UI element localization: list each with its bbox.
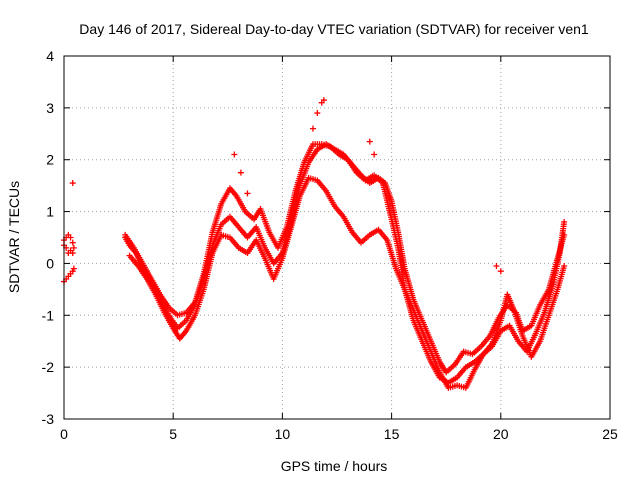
y-tick-label: -3 xyxy=(42,411,55,427)
x-tick-label: 5 xyxy=(169,426,177,442)
axis-ticks: 0 5 10 15 20 25 -3 -2 -1 0 1 2 3 4 xyxy=(42,48,618,442)
x-tick-label: 10 xyxy=(275,426,291,442)
x-tick-label: 25 xyxy=(602,426,618,442)
data-point xyxy=(493,263,500,270)
x-tick-label: 15 xyxy=(384,426,400,442)
plot-frame xyxy=(63,55,611,420)
data-point xyxy=(69,239,76,246)
y-tick-label: -2 xyxy=(42,359,55,375)
x-tick-label: 0 xyxy=(60,426,68,442)
data-point xyxy=(561,263,568,270)
data-point xyxy=(69,250,76,257)
chart-title: Day 146 of 2017, Sidereal Day-to-day VTE… xyxy=(79,21,589,37)
y-tick-label: 1 xyxy=(46,204,54,220)
x-axis-label: GPS time / hours xyxy=(281,458,388,474)
y-tick-label: -1 xyxy=(42,307,55,323)
data-points xyxy=(61,97,568,391)
y-tick-label: 4 xyxy=(46,48,54,64)
data-point xyxy=(561,218,568,225)
y-tick-label: 2 xyxy=(46,152,54,168)
data-point xyxy=(231,151,238,158)
data-point xyxy=(371,151,378,158)
data-point xyxy=(67,234,74,241)
data-point xyxy=(366,138,373,145)
data-point xyxy=(244,190,251,197)
y-tick-label: 0 xyxy=(46,255,54,271)
y-axis-label: SDTVAR / TECUs xyxy=(6,181,22,293)
data-point xyxy=(70,265,77,272)
data-point xyxy=(314,110,321,117)
data-point xyxy=(309,125,316,132)
data-point xyxy=(69,180,76,187)
data-point xyxy=(320,97,327,104)
data-point xyxy=(497,268,504,275)
data-point xyxy=(237,169,244,176)
data-point xyxy=(70,244,77,251)
grid xyxy=(64,56,610,419)
x-tick-label: 20 xyxy=(493,426,509,442)
y-tick-label: 3 xyxy=(46,100,54,116)
